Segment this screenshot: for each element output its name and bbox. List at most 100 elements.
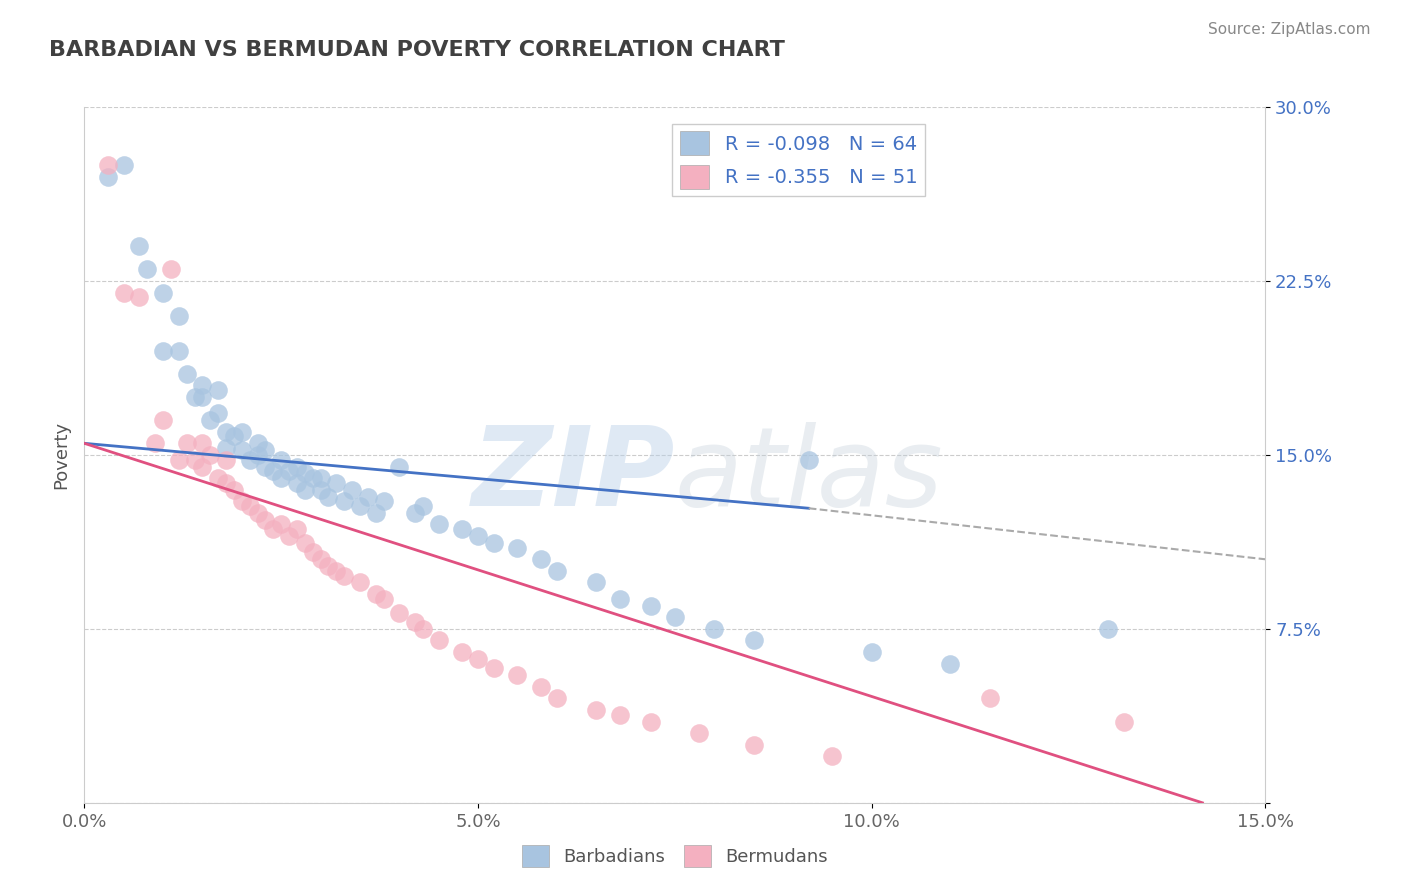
Point bbox=[152, 343, 174, 358]
Point bbox=[215, 452, 238, 467]
Text: atlas: atlas bbox=[675, 422, 943, 529]
Point bbox=[136, 262, 159, 277]
Point bbox=[340, 483, 363, 497]
Point bbox=[215, 441, 238, 455]
Point bbox=[97, 169, 120, 184]
Point bbox=[143, 436, 166, 450]
Point bbox=[301, 545, 323, 559]
Point bbox=[301, 471, 323, 485]
Point bbox=[325, 564, 347, 578]
Point bbox=[176, 436, 198, 450]
Point bbox=[207, 471, 229, 485]
Point bbox=[585, 703, 607, 717]
Point bbox=[939, 657, 962, 671]
Point bbox=[309, 552, 332, 566]
Point bbox=[482, 661, 505, 675]
Point bbox=[412, 499, 434, 513]
Point bbox=[207, 406, 229, 420]
Point bbox=[215, 425, 238, 439]
Point bbox=[246, 448, 269, 462]
Point bbox=[294, 536, 316, 550]
Point bbox=[112, 285, 135, 300]
Point bbox=[167, 309, 190, 323]
Point bbox=[231, 443, 253, 458]
Text: ZIP: ZIP bbox=[471, 422, 675, 529]
Point bbox=[254, 513, 277, 527]
Point bbox=[200, 448, 222, 462]
Point bbox=[388, 459, 411, 474]
Point bbox=[797, 452, 820, 467]
Point bbox=[530, 680, 553, 694]
Point bbox=[506, 541, 529, 555]
Point bbox=[467, 529, 489, 543]
Point bbox=[200, 413, 222, 427]
Point bbox=[191, 390, 214, 404]
Point bbox=[742, 738, 765, 752]
Point bbox=[742, 633, 765, 648]
Point bbox=[821, 749, 844, 764]
Point bbox=[183, 390, 205, 404]
Point bbox=[285, 475, 308, 490]
Point bbox=[191, 459, 214, 474]
Point bbox=[333, 568, 356, 582]
Point bbox=[530, 552, 553, 566]
Point bbox=[128, 239, 150, 253]
Point bbox=[191, 436, 214, 450]
Point bbox=[404, 615, 426, 629]
Point bbox=[703, 622, 725, 636]
Point bbox=[231, 494, 253, 508]
Point bbox=[688, 726, 710, 740]
Point bbox=[860, 645, 883, 659]
Text: Source: ZipAtlas.com: Source: ZipAtlas.com bbox=[1208, 22, 1371, 37]
Point bbox=[270, 452, 292, 467]
Point bbox=[239, 499, 262, 513]
Point bbox=[467, 652, 489, 666]
Point bbox=[609, 591, 631, 606]
Point bbox=[388, 606, 411, 620]
Point bbox=[254, 459, 277, 474]
Point bbox=[294, 483, 316, 497]
Point bbox=[183, 452, 205, 467]
Point bbox=[278, 529, 301, 543]
Point bbox=[285, 522, 308, 536]
Point bbox=[333, 494, 356, 508]
Point bbox=[191, 378, 214, 392]
Point bbox=[231, 425, 253, 439]
Point bbox=[262, 522, 284, 536]
Y-axis label: Poverty: Poverty bbox=[52, 421, 70, 489]
Point bbox=[97, 158, 120, 172]
Point bbox=[176, 367, 198, 381]
Text: BARBADIAN VS BERMUDAN POVERTY CORRELATION CHART: BARBADIAN VS BERMUDAN POVERTY CORRELATIO… bbox=[49, 40, 785, 60]
Point bbox=[451, 522, 474, 536]
Point bbox=[364, 587, 387, 601]
Point bbox=[160, 262, 183, 277]
Point bbox=[373, 591, 395, 606]
Point bbox=[128, 290, 150, 304]
Point bbox=[664, 610, 686, 624]
Legend: Barbadians, Bermudans: Barbadians, Bermudans bbox=[515, 838, 835, 874]
Point bbox=[270, 471, 292, 485]
Point bbox=[309, 483, 332, 497]
Point bbox=[364, 506, 387, 520]
Point bbox=[979, 691, 1001, 706]
Point bbox=[278, 464, 301, 478]
Point bbox=[285, 459, 308, 474]
Point bbox=[207, 383, 229, 397]
Point bbox=[222, 483, 245, 497]
Point bbox=[254, 443, 277, 458]
Point bbox=[318, 559, 340, 574]
Point bbox=[546, 691, 568, 706]
Point bbox=[585, 575, 607, 590]
Point bbox=[609, 707, 631, 722]
Point bbox=[546, 564, 568, 578]
Point bbox=[325, 475, 347, 490]
Point bbox=[112, 158, 135, 172]
Point bbox=[1112, 714, 1135, 729]
Point bbox=[349, 575, 371, 590]
Point bbox=[262, 464, 284, 478]
Point bbox=[152, 413, 174, 427]
Point bbox=[349, 499, 371, 513]
Point bbox=[239, 452, 262, 467]
Point bbox=[270, 517, 292, 532]
Point bbox=[412, 622, 434, 636]
